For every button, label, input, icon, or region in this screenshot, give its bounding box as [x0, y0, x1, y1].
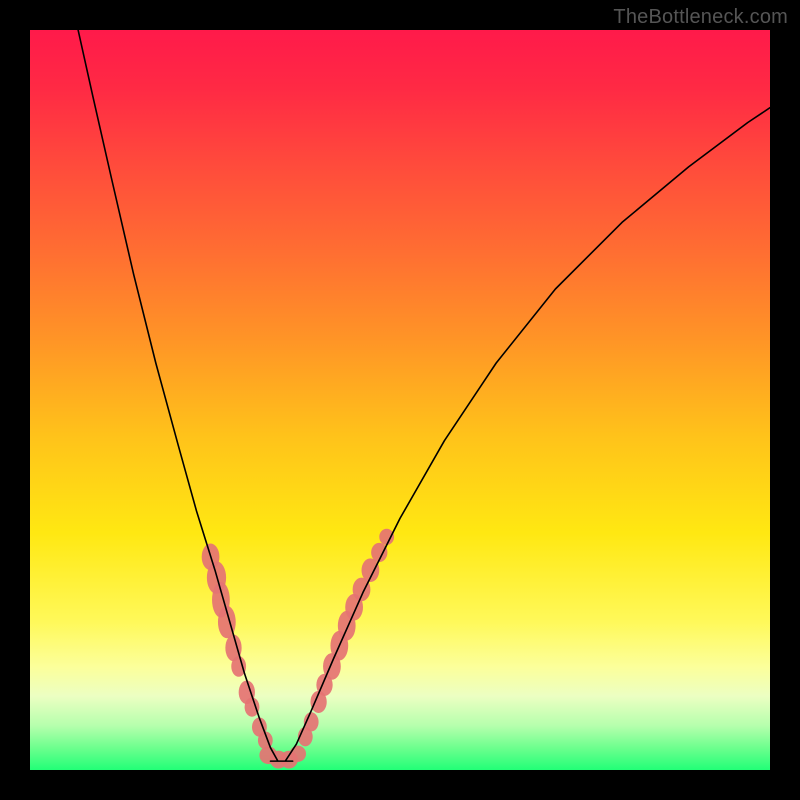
gradient-background [30, 30, 770, 770]
watermark-text: TheBottleneck.com [613, 6, 788, 29]
data-blob-right-11 [379, 529, 394, 545]
chart-plot-area [30, 30, 770, 770]
data-blob-bottom-3 [290, 746, 306, 762]
bottleneck-chart-svg [30, 30, 770, 770]
